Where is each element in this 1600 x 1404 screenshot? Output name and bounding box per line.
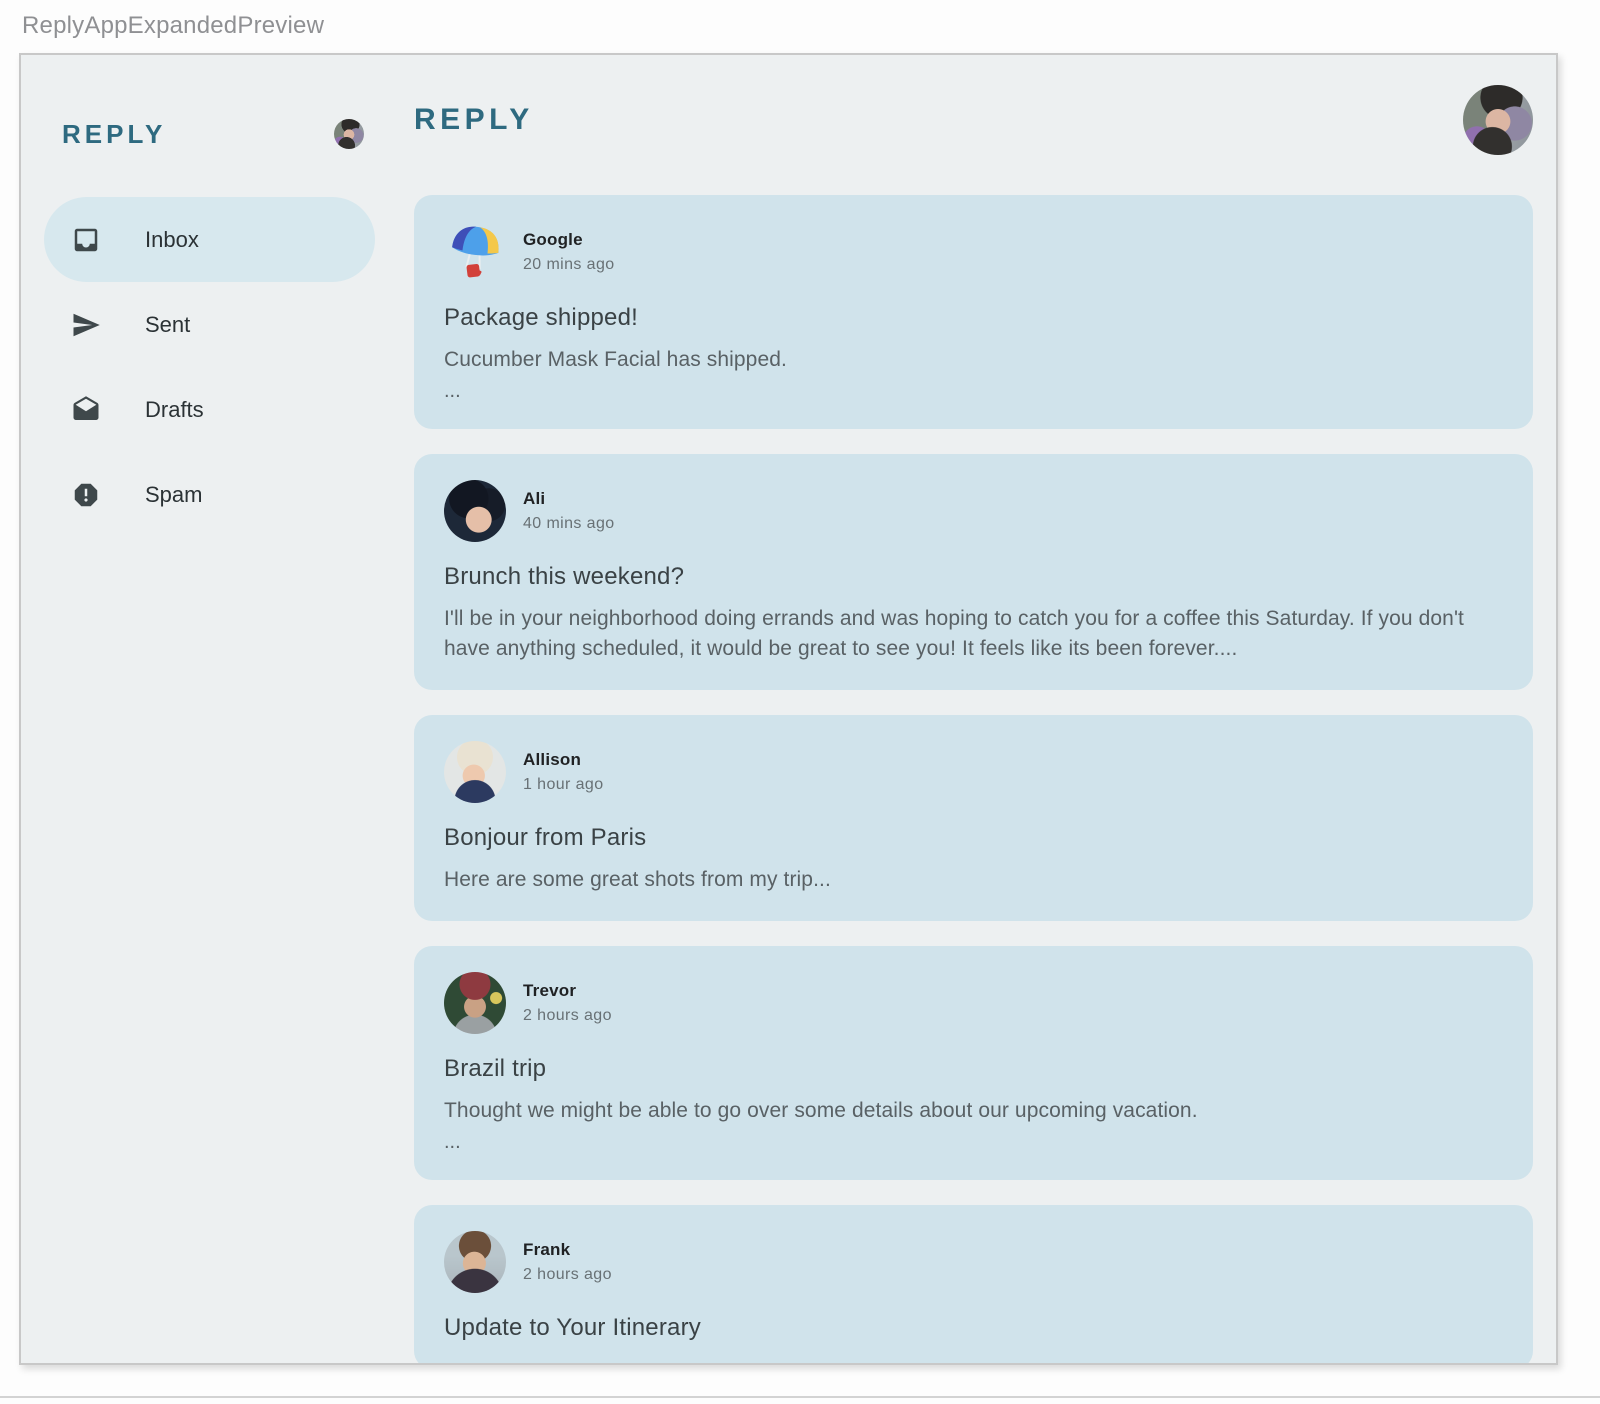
nav-list: Inbox Sent Drafts Spam	[21, 197, 389, 537]
email-card-header: Trevor 2 hours ago	[444, 972, 1503, 1034]
email-card-ali[interactable]: Ali 40 mins ago Brunch this weekend? I'l…	[414, 454, 1533, 690]
email-ellipsis: ...	[444, 1131, 461, 1153]
drafts-icon	[71, 395, 101, 425]
email-timestamp: 20 mins ago	[523, 256, 615, 273]
email-timestamp: 2 hours ago	[523, 1266, 612, 1283]
email-timestamp: 40 mins ago	[523, 515, 615, 532]
sender-name: Frank	[523, 1240, 571, 1259]
reply-app-window: REPLY Inbox Sent Drafts Spam REPLY	[19, 53, 1558, 1365]
email-card-header: Allison 1 hour ago	[444, 741, 1503, 803]
sender-name: Ali	[523, 489, 546, 508]
sidebar-item-sent[interactable]: Sent	[44, 282, 375, 367]
email-timestamp: 1 hour ago	[523, 776, 604, 793]
email-body-preview: Cucumber Mask Facial has shipped.	[444, 348, 787, 371]
email-card-header: Google 20 mins ago	[444, 221, 1503, 283]
sidebar-item-spam[interactable]: Spam	[44, 452, 375, 537]
email-timestamp: 2 hours ago	[523, 1007, 612, 1024]
sidebar-item-drafts[interactable]: Drafts	[44, 367, 375, 452]
sender-avatar	[444, 741, 506, 803]
email-card-trevor[interactable]: Trevor 2 hours ago Brazil trip Thought w…	[414, 946, 1533, 1180]
email-list: Google 20 mins ago Package shipped! Cucu…	[414, 195, 1533, 1363]
sender-name: Trevor	[523, 981, 577, 1000]
page-title: REPLY	[414, 103, 534, 136]
email-ellipsis: ...	[444, 380, 461, 402]
profile-avatar-small[interactable]	[334, 119, 364, 149]
drawer-header: REPLY	[62, 119, 364, 149]
email-card-google[interactable]: Google 20 mins ago Package shipped! Cucu…	[414, 195, 1533, 429]
email-subject: Bonjour from Paris	[444, 824, 647, 851]
main-header: REPLY	[414, 83, 1533, 157]
email-card-header: Ali 40 mins ago	[444, 480, 1503, 542]
sidebar-item-label: Spam	[145, 481, 203, 507]
sender-avatar	[444, 1231, 506, 1293]
email-subject: Update to Your Itinerary	[444, 1314, 701, 1341]
sidebar-item-label: Inbox	[145, 226, 199, 252]
bottom-divider	[0, 1396, 1600, 1398]
email-body-preview: Here are some great shots from my trip..…	[444, 868, 831, 891]
email-card-frank[interactable]: Frank 2 hours ago Update to Your Itinera…	[414, 1205, 1533, 1363]
sender-avatar	[444, 480, 506, 542]
email-subject: Brunch this weekend?	[444, 563, 685, 590]
reply-logo: REPLY	[62, 118, 167, 149]
sidebar-item-label: Drafts	[145, 396, 204, 422]
preview-title: ReplyAppExpandedPreview	[22, 12, 325, 39]
email-subject: Package shipped!	[444, 304, 639, 331]
sidebar-item-label: Sent	[145, 311, 191, 337]
sender-avatar	[444, 972, 506, 1034]
email-card-header: Frank 2 hours ago	[444, 1231, 1503, 1293]
sender-name: Allison	[523, 750, 582, 769]
report-icon	[71, 480, 101, 510]
email-subject: Brazil trip	[444, 1055, 547, 1082]
parachute-avatar-icon	[444, 221, 506, 283]
profile-avatar[interactable]	[1463, 85, 1533, 155]
navigation-drawer: REPLY Inbox Sent Drafts Spam	[21, 55, 389, 1363]
sidebar-item-inbox[interactable]: Inbox	[44, 197, 375, 282]
sender-name: Google	[523, 230, 583, 249]
email-card-allison[interactable]: Allison 1 hour ago Bonjour from Paris He…	[414, 715, 1533, 921]
email-body-preview: Thought we might be able to go over some…	[444, 1099, 1198, 1122]
email-list-pane: REPLY Google 20 mins ago Package shipped…	[389, 55, 1556, 1363]
email-body-preview: I'll be in your neighborhood doing erran…	[444, 607, 1464, 660]
inbox-icon	[71, 225, 101, 255]
send-icon	[71, 310, 101, 340]
